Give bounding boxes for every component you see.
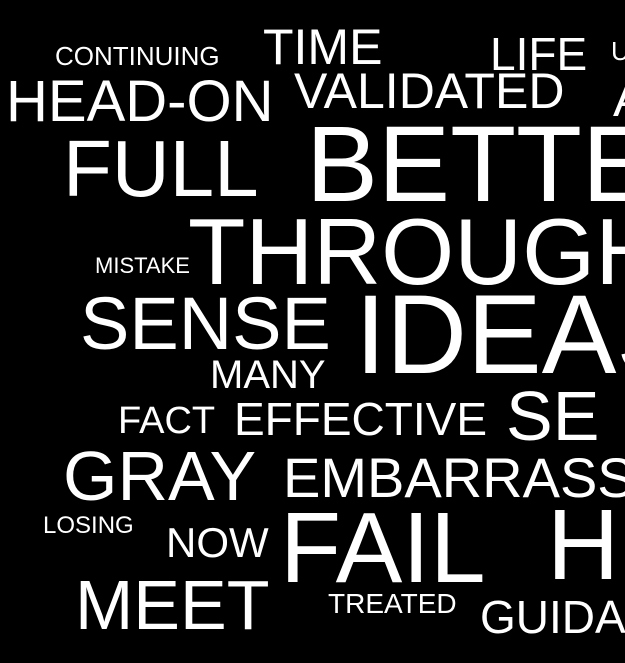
word-validated: VALIDATED — [294, 63, 565, 119]
word-ideas: IDEAS — [355, 272, 625, 397]
word-guida: GUIDA — [480, 591, 625, 643]
word-time: TIME — [263, 19, 383, 75]
word-h: H — [547, 489, 620, 601]
word-treated: TREATED — [328, 588, 457, 619]
word-losing: LOSING — [43, 512, 134, 539]
word-embarrass: EMBARRASS — [283, 446, 625, 509]
word-continuing: CONTINUING — [55, 41, 220, 71]
word-sense: SENSE — [80, 282, 331, 365]
word-now: NOW — [166, 519, 269, 566]
word-a: A — [613, 74, 625, 124]
word-better: BETTER — [306, 103, 625, 224]
word-many: MANY — [210, 353, 326, 397]
word-u: U — [611, 36, 625, 66]
word-mistake: MISTAKE — [95, 253, 190, 278]
word-fact: FACT — [118, 400, 216, 442]
word-life: LIFE — [490, 28, 588, 80]
word-full: FULL — [63, 124, 259, 213]
word-effective: EFFECTIVE — [234, 393, 488, 445]
word-gray: GRAY — [63, 437, 257, 515]
word-se: SE — [506, 377, 600, 455]
word-through: THROUGH — [188, 199, 625, 304]
word-fail: FAIL — [280, 492, 486, 604]
word-meet: MEET — [75, 566, 270, 644]
word-head-on: HEAD-ON — [6, 69, 274, 134]
